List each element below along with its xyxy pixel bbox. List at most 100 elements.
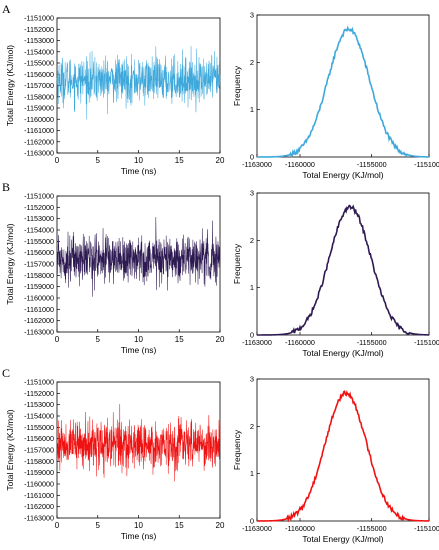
y-tick-label: 3: [250, 189, 254, 198]
y-tick-label: -1163000: [24, 328, 54, 337]
y-tick-label: -1155000: [24, 423, 54, 432]
x-tick-label: 10: [134, 335, 143, 344]
x-tick-label: -1155000: [357, 524, 387, 533]
y-tick-label: -1152000: [24, 203, 54, 212]
y-axis-label: Frequency: [232, 243, 242, 284]
x-tick-label: -1163000: [242, 160, 272, 169]
y-tick-label: -1157000: [24, 446, 54, 455]
y-tick-label: -1159000: [24, 468, 54, 477]
y-tick-label: 3: [250, 11, 254, 20]
x-tick-label: 15: [175, 156, 184, 165]
x-tick-label: -1151000: [414, 338, 439, 347]
y-tick-label: -1153000: [24, 214, 54, 223]
y-tick-label: -1154000: [24, 47, 54, 56]
x-tick-label: -1160000: [285, 160, 315, 169]
y-tick-label: -1163000: [24, 514, 54, 523]
x-tick-label: -1163000: [242, 524, 272, 533]
chart-b-distribution: 0 1 2 3 -1163000 -1160000 -1155000 -1151000 Tota…: [232, 189, 439, 359]
y-tick-label: -1155000: [24, 237, 54, 246]
panel-letter-a: A: [2, 2, 11, 16]
y-tick-label: -1153000: [24, 36, 54, 45]
y-tick-label: 1: [250, 469, 254, 478]
y-tick-label: 2: [250, 236, 254, 245]
y-tick-label: -1151000: [24, 378, 54, 387]
y-tick-label: -1154000: [24, 412, 54, 421]
y-tick-label: -1156000: [24, 434, 54, 443]
x-axis-label: Time (ns): [121, 345, 157, 355]
panel-letter-c: C: [2, 366, 10, 380]
x-tick-label: 15: [175, 521, 184, 530]
panel-letter-b: B: [2, 180, 10, 194]
y-tick-label: -1151000: [24, 192, 54, 201]
y-tick-label: 3: [250, 375, 254, 384]
chart-a-timeseries: -1151000 -1152000 -1153000 -1154000 -1155000…: [5, 14, 225, 177]
y-tick-label: -1155000: [24, 59, 54, 68]
y-tick-label: -1156000: [24, 248, 54, 257]
plot-frame: [256, 192, 430, 336]
distribution-line: [256, 390, 430, 523]
x-tick-label: 10: [134, 521, 143, 530]
x-axis-label: Total Energy (KJ/mol): [302, 534, 383, 544]
x-tick-label: 0: [55, 156, 60, 165]
x-axis-label: Total Energy (KJ/mol): [302, 170, 383, 180]
y-tick-label: -1153000: [24, 400, 54, 409]
y-tick-label: -1161000: [24, 305, 54, 314]
y-tick-label: -1160000: [24, 294, 54, 303]
y-tick-label: -1161000: [24, 126, 54, 135]
y-tick-label: 1: [250, 105, 254, 114]
plot-frame: [256, 14, 430, 158]
y-tick-label: -1151000: [24, 14, 54, 23]
y-tick-label: -1159000: [24, 282, 54, 291]
y-tick-label: -1157000: [24, 260, 54, 269]
chart-c-distribution: 0 1 2 3 -1163000 -1160000 -1155000 -1151000 Tota…: [232, 375, 439, 545]
y-tick-label: -1158000: [24, 92, 54, 101]
y-tick-label: -1158000: [24, 457, 54, 466]
x-tick-label: 15: [175, 335, 184, 344]
y-tick-label: -1162000: [24, 502, 54, 511]
x-tick-label: 5: [96, 156, 101, 165]
series-line: [56, 404, 221, 482]
y-tick-label: -1157000: [24, 81, 54, 90]
series-line: [56, 46, 221, 120]
x-tick-label: -1163000: [242, 338, 272, 347]
y-tick-label: -1158000: [24, 271, 54, 280]
distribution-line: [257, 25, 430, 159]
x-axis-label: Time (ns): [121, 166, 157, 176]
x-tick-label: 5: [96, 521, 101, 530]
y-axis-label: Total Energy (KJ/mol): [5, 409, 15, 490]
y-tick-label: 0: [250, 331, 254, 340]
y-axis-label: Total Energy (KJ/mol): [5, 45, 15, 126]
y-tick-label: 0: [250, 517, 254, 526]
x-tick-label: -1155000: [357, 160, 387, 169]
chart-a-distribution: 0 1 2 3 -1163000 -1160000 -1155000 -1151000 Tota…: [232, 11, 439, 181]
series-line: [56, 217, 221, 297]
chart-c-timeseries: -1151000 -1152000 -1153000 -1154000 -1155000…: [5, 378, 225, 542]
x-axis-label: Total Energy (KJ/mol): [302, 348, 383, 358]
y-tick-label: -1159000: [24, 104, 54, 113]
y-tick-label: 2: [250, 422, 254, 431]
y-tick-label: -1160000: [24, 115, 54, 124]
y-axis-label: Total Energy (KJ/mol): [5, 223, 15, 304]
y-tick-label: -1162000: [24, 316, 54, 325]
y-tick-label: -1161000: [24, 491, 54, 500]
x-tick-label: 5: [96, 335, 101, 344]
x-tick-label: -1151000: [414, 524, 439, 533]
x-tick-label: 20: [216, 335, 225, 344]
y-tick-label: -1152000: [24, 25, 54, 34]
y-tick-label: 2: [250, 58, 254, 67]
y-tick-label: -1162000: [24, 137, 54, 146]
y-tick-label: -1163000: [24, 149, 54, 158]
y-tick-label: -1160000: [24, 480, 54, 489]
y-axis-label: Frequency: [232, 65, 242, 106]
x-axis-label: Time (ns): [121, 531, 157, 541]
y-tick-label: 0: [250, 153, 254, 162]
y-axis-label: Frequency: [232, 429, 242, 470]
chart-b-timeseries: -1151000 -1152000 -1153000 -1154000 -1155000…: [5, 192, 225, 356]
distribution-line: [257, 204, 430, 336]
y-tick-label: -1156000: [24, 70, 54, 79]
x-tick-label: 10: [134, 156, 143, 165]
y-tick-label: 1: [250, 283, 254, 292]
plot-frame: [256, 378, 430, 522]
y-tick-label: -1154000: [24, 226, 54, 235]
